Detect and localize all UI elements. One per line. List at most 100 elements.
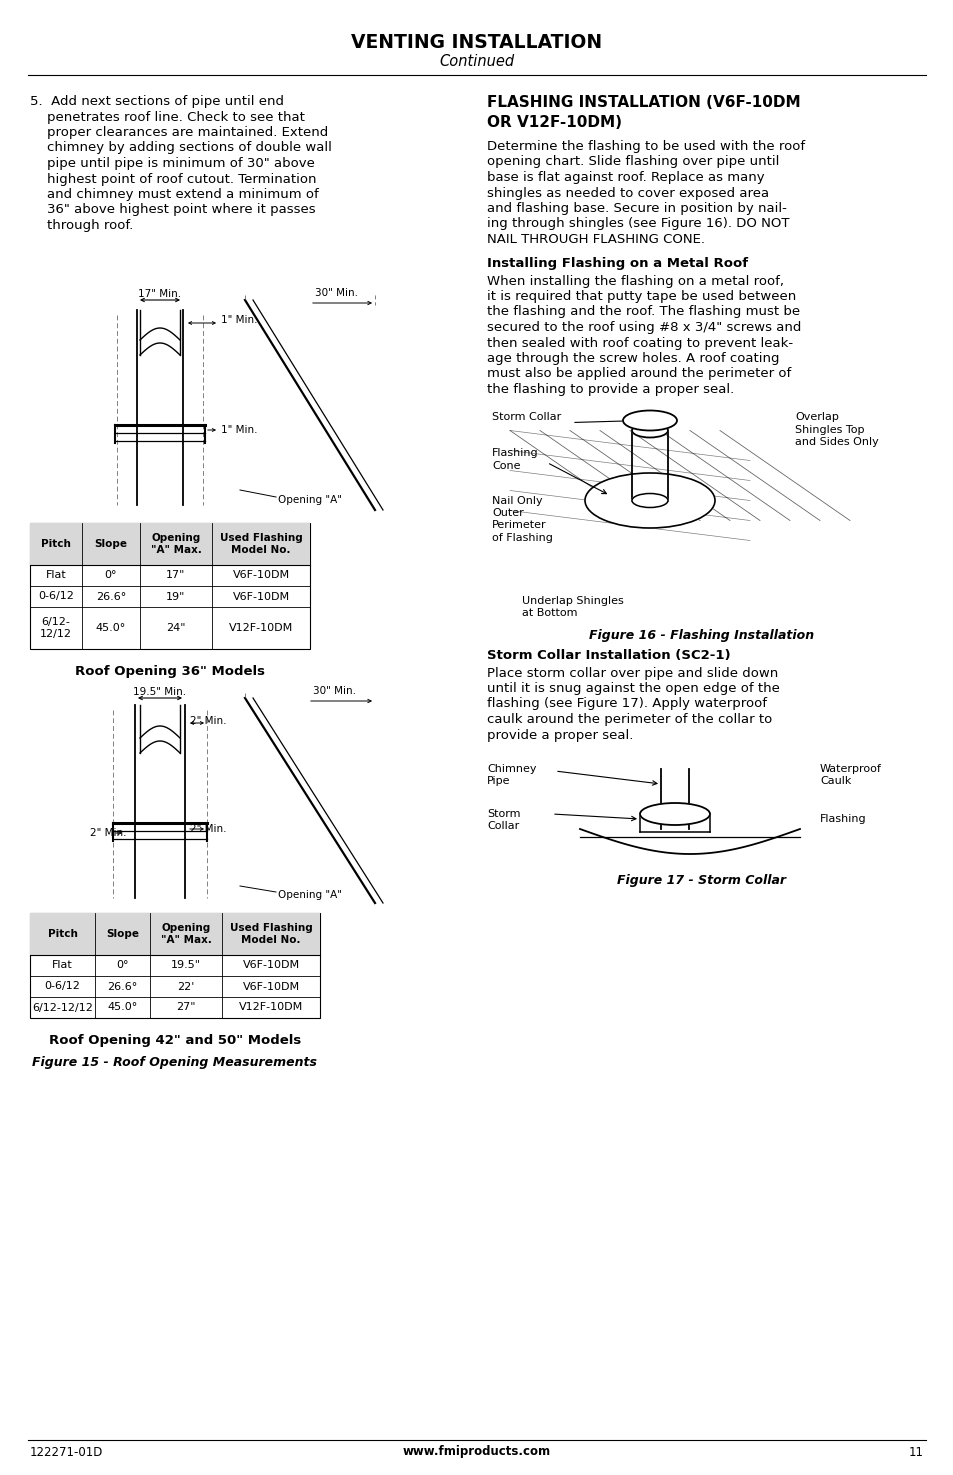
Text: the flashing and the roof. The flashing must be: the flashing and the roof. The flashing … [486, 305, 800, 319]
Text: Flashing
Cone: Flashing Cone [492, 448, 538, 471]
Bar [30, 524, 310, 649]
Text: Used Flashing
Model No.: Used Flashing Model No. [230, 923, 312, 945]
Text: it is required that putty tape be used between: it is required that putty tape be used b… [486, 291, 796, 302]
Bar [30, 913, 319, 1018]
Text: 36" above highest point where it passes: 36" above highest point where it passes [30, 204, 315, 217]
Text: Used Flashing
Model No.: Used Flashing Model No. [219, 532, 302, 555]
Text: Waterproof
Caulk: Waterproof Caulk [820, 764, 881, 786]
Text: Flashing: Flashing [820, 814, 865, 825]
Text: V6F-10DM: V6F-10DM [242, 960, 299, 971]
Text: ing through shingles (see Figure 16). DO NOT: ing through shingles (see Figure 16). DO… [486, 217, 789, 230]
Ellipse shape [639, 802, 709, 825]
Text: 30" Min.: 30" Min. [314, 288, 357, 298]
Text: base is flat against roof. Replace as many: base is flat against roof. Replace as ma… [486, 171, 763, 184]
Text: Overlap
Shingles Top
and Sides Only: Overlap Shingles Top and Sides Only [794, 413, 878, 447]
Text: Chimney
Pipe: Chimney Pipe [486, 764, 536, 786]
Text: and flashing base. Secure in position by nail-: and flashing base. Secure in position by… [486, 202, 786, 215]
Text: flashing (see Figure 17). Apply waterproof: flashing (see Figure 17). Apply waterpro… [486, 698, 766, 711]
Text: Continued: Continued [439, 55, 514, 69]
Text: FLASHING INSTALLATION (V6F-10DM: FLASHING INSTALLATION (V6F-10DM [486, 94, 800, 111]
Ellipse shape [622, 410, 677, 431]
Text: 17" Min.: 17" Min. [138, 289, 181, 299]
Text: OR V12F-10DM): OR V12F-10DM) [486, 115, 621, 130]
Text: Determine the flashing to be used with the roof: Determine the flashing to be used with t… [486, 140, 804, 153]
Text: 17": 17" [166, 571, 186, 581]
Text: 0-6/12: 0-6/12 [38, 591, 74, 602]
Text: Storm Collar: Storm Collar [492, 413, 560, 422]
Text: then sealed with roof coating to prevent leak-: then sealed with roof coating to prevent… [486, 336, 792, 350]
Text: age through the screw holes. A roof coating: age through the screw holes. A roof coat… [486, 353, 779, 364]
Text: 45.0°: 45.0° [108, 1003, 137, 1012]
Text: highest point of roof cutout. Termination: highest point of roof cutout. Terminatio… [30, 173, 316, 186]
Text: Roof Opening 36" Models: Roof Opening 36" Models [75, 665, 265, 678]
Text: Flat: Flat [46, 571, 67, 581]
Text: must also be applied around the perimeter of: must also be applied around the perimete… [486, 367, 790, 381]
Text: 6/12-12/12: 6/12-12/12 [32, 1003, 92, 1012]
Text: 0°: 0° [116, 960, 129, 971]
Text: 22': 22' [177, 981, 194, 991]
Text: opening chart. Slide flashing over pipe until: opening chart. Slide flashing over pipe … [486, 155, 779, 168]
Text: Figure 17 - Storm Collar: Figure 17 - Storm Collar [617, 875, 785, 886]
Text: caulk around the perimeter of the collar to: caulk around the perimeter of the collar… [486, 712, 771, 726]
Text: proper clearances are maintained. Extend: proper clearances are maintained. Extend [30, 125, 328, 139]
Ellipse shape [631, 494, 667, 507]
Text: 6/12-
12/12: 6/12- 12/12 [40, 617, 71, 639]
Text: www.fmiproducts.com: www.fmiproducts.com [402, 1446, 551, 1459]
Text: 19": 19" [166, 591, 186, 602]
Text: chimney by adding sections of double wall: chimney by adding sections of double wal… [30, 142, 332, 155]
Text: 11: 11 [908, 1446, 923, 1459]
Text: VENTING INSTALLATION: VENTING INSTALLATION [351, 32, 602, 52]
Text: 2" Min.: 2" Min. [190, 825, 226, 833]
Text: until it is snug against the open edge of the: until it is snug against the open edge o… [486, 681, 779, 695]
Text: Installing Flashing on a Metal Roof: Installing Flashing on a Metal Roof [486, 257, 747, 270]
Text: Roof Opening 42" and 50" Models: Roof Opening 42" and 50" Models [49, 1034, 301, 1047]
Text: Place storm collar over pipe and slide down: Place storm collar over pipe and slide d… [486, 667, 778, 680]
Text: 26.6°: 26.6° [108, 981, 137, 991]
Text: Opening "A": Opening "A" [277, 496, 341, 504]
Text: 2" Min.: 2" Min. [190, 715, 226, 726]
Text: 27": 27" [176, 1003, 195, 1012]
Text: V12F-10DM: V12F-10DM [229, 622, 293, 633]
Text: When installing the flashing on a metal roof,: When installing the flashing on a metal … [486, 274, 783, 288]
Text: pipe until pipe is minimum of 30" above: pipe until pipe is minimum of 30" above [30, 156, 314, 170]
Text: shingles as needed to cover exposed area: shingles as needed to cover exposed area [486, 186, 768, 199]
Text: Flat: Flat [52, 960, 72, 971]
Text: Storm Collar Installation (SC2-1): Storm Collar Installation (SC2-1) [486, 649, 730, 661]
Text: 30" Min.: 30" Min. [313, 686, 355, 696]
Text: 26.6°: 26.6° [95, 591, 126, 602]
Ellipse shape [631, 423, 667, 438]
Text: 45.0°: 45.0° [95, 622, 126, 633]
Text: Underlap Shingles
at Bottom: Underlap Shingles at Bottom [521, 596, 623, 618]
Text: NAIL THROUGH FLASHING CONE.: NAIL THROUGH FLASHING CONE. [486, 233, 704, 246]
Text: provide a proper seal.: provide a proper seal. [486, 729, 633, 742]
Text: Pitch: Pitch [41, 538, 71, 549]
Text: V6F-10DM: V6F-10DM [233, 591, 290, 602]
Text: Slope: Slope [94, 538, 128, 549]
Text: Storm
Collar: Storm Collar [486, 808, 520, 832]
Bar [30, 913, 319, 954]
Text: Opening
"A" Max.: Opening "A" Max. [151, 532, 201, 555]
Text: through roof.: through roof. [30, 218, 133, 232]
Text: Nail Only
Outer
Perimeter
of Flashing: Nail Only Outer Perimeter of Flashing [492, 496, 553, 543]
Text: Figure 16 - Flashing Installation: Figure 16 - Flashing Installation [589, 628, 814, 642]
Text: the flashing to provide a proper seal.: the flashing to provide a proper seal. [486, 384, 734, 395]
Text: Pitch: Pitch [48, 929, 77, 940]
Text: 0°: 0° [105, 571, 117, 581]
Text: 19.5": 19.5" [171, 960, 201, 971]
Text: Opening
"A" Max.: Opening "A" Max. [160, 923, 212, 945]
Text: 1" Min.: 1" Min. [221, 316, 257, 324]
Ellipse shape [584, 473, 714, 528]
Text: Figure 15 - Roof Opening Measurements: Figure 15 - Roof Opening Measurements [32, 1056, 317, 1069]
Text: V6F-10DM: V6F-10DM [242, 981, 299, 991]
Text: 24": 24" [166, 622, 186, 633]
Text: penetrates roof line. Check to see that: penetrates roof line. Check to see that [30, 111, 305, 124]
Text: 122271-01D: 122271-01D [30, 1446, 103, 1459]
Bar [30, 524, 310, 565]
Text: 0-6/12: 0-6/12 [45, 981, 80, 991]
Text: Slope: Slope [106, 929, 139, 940]
Text: 5.  Add next sections of pipe until end: 5. Add next sections of pipe until end [30, 94, 284, 108]
Text: secured to the roof using #8 x 3/4" screws and: secured to the roof using #8 x 3/4" scre… [486, 322, 801, 333]
Text: 1" Min.: 1" Min. [221, 425, 257, 435]
Text: 2" Min.: 2" Min. [91, 827, 127, 838]
Text: V12F-10DM: V12F-10DM [238, 1003, 303, 1012]
